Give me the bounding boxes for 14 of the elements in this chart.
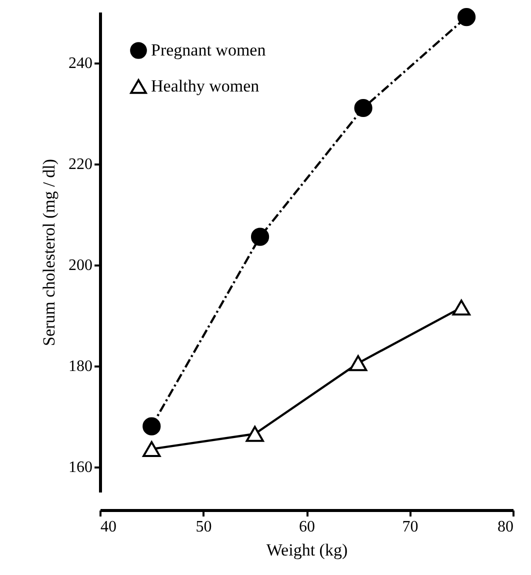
y-tick-label: 220 xyxy=(68,156,92,174)
y-tick-label: 180 xyxy=(68,358,92,376)
y-axis-title: Serum cholesterol (mg / dl) xyxy=(40,159,58,346)
legend-label: Pregnant women xyxy=(151,40,266,60)
x-tick-label: 40 xyxy=(100,518,116,536)
x-tick-label: 80 xyxy=(498,518,514,536)
y-tick-label: 160 xyxy=(68,459,92,476)
legend-label: Healthy women xyxy=(151,76,260,96)
y-tick-label: 240 xyxy=(68,55,92,72)
y-tick-label: 200 xyxy=(68,257,92,274)
x-axis-title: Weight (kg) xyxy=(266,540,348,560)
x-tick-label: 70 xyxy=(402,518,418,536)
x-tick-label: 50 xyxy=(196,518,212,536)
x-tick-label: 60 xyxy=(299,518,315,536)
